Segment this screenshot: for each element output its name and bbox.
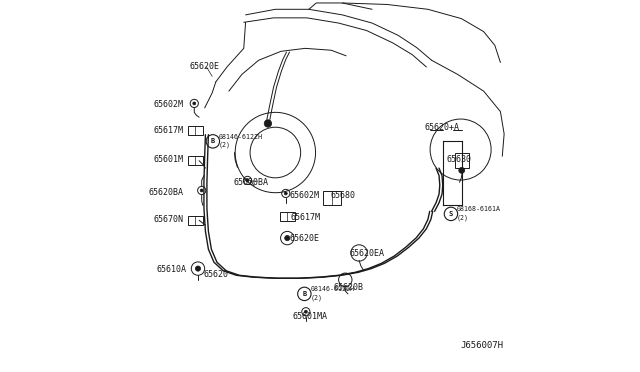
Text: (2): (2) bbox=[310, 294, 323, 301]
Text: 65620+A: 65620+A bbox=[425, 123, 460, 132]
Text: 65680: 65680 bbox=[330, 191, 355, 200]
Circle shape bbox=[195, 266, 200, 271]
Bar bbox=[188, 216, 203, 225]
Text: J656007H: J656007H bbox=[461, 341, 504, 350]
Text: 08168-6161A: 08168-6161A bbox=[457, 206, 501, 212]
Text: 65601M: 65601M bbox=[154, 155, 183, 164]
Text: (2): (2) bbox=[219, 142, 231, 148]
Bar bbox=[188, 126, 203, 135]
Text: 65620BA: 65620BA bbox=[148, 188, 183, 197]
Text: 08146-6122H: 08146-6122H bbox=[310, 286, 355, 292]
Text: 65620EA: 65620EA bbox=[349, 249, 384, 258]
Text: 65670N: 65670N bbox=[154, 215, 183, 224]
Text: 65610A: 65610A bbox=[156, 265, 186, 274]
Circle shape bbox=[305, 310, 307, 313]
Text: 65630: 65630 bbox=[447, 155, 472, 164]
Text: (2): (2) bbox=[457, 214, 469, 221]
Text: 65602M: 65602M bbox=[289, 191, 319, 200]
Circle shape bbox=[285, 235, 290, 241]
Text: 65617M: 65617M bbox=[291, 213, 321, 222]
Circle shape bbox=[193, 102, 196, 105]
Text: 08146-6122H: 08146-6122H bbox=[219, 134, 263, 140]
Text: B: B bbox=[302, 291, 307, 296]
Text: 65617M: 65617M bbox=[154, 126, 183, 135]
Bar bbox=[280, 212, 294, 221]
Bar bbox=[188, 156, 203, 165]
Circle shape bbox=[284, 192, 287, 195]
Text: 65620E: 65620E bbox=[289, 234, 319, 243]
Circle shape bbox=[264, 120, 271, 127]
Text: S: S bbox=[449, 211, 453, 217]
Text: 65601MA: 65601MA bbox=[292, 312, 327, 321]
Circle shape bbox=[246, 179, 249, 182]
Text: B: B bbox=[211, 138, 215, 144]
Text: 65602M: 65602M bbox=[154, 100, 183, 109]
Text: 65620B: 65620B bbox=[333, 283, 363, 292]
Text: 65620BA: 65620BA bbox=[234, 178, 269, 187]
Bar bbox=[454, 153, 468, 168]
Circle shape bbox=[200, 189, 203, 192]
Text: 65620E: 65620E bbox=[189, 62, 219, 71]
Bar bbox=[323, 191, 341, 205]
Circle shape bbox=[459, 167, 465, 173]
Text: 65620: 65620 bbox=[204, 270, 229, 279]
